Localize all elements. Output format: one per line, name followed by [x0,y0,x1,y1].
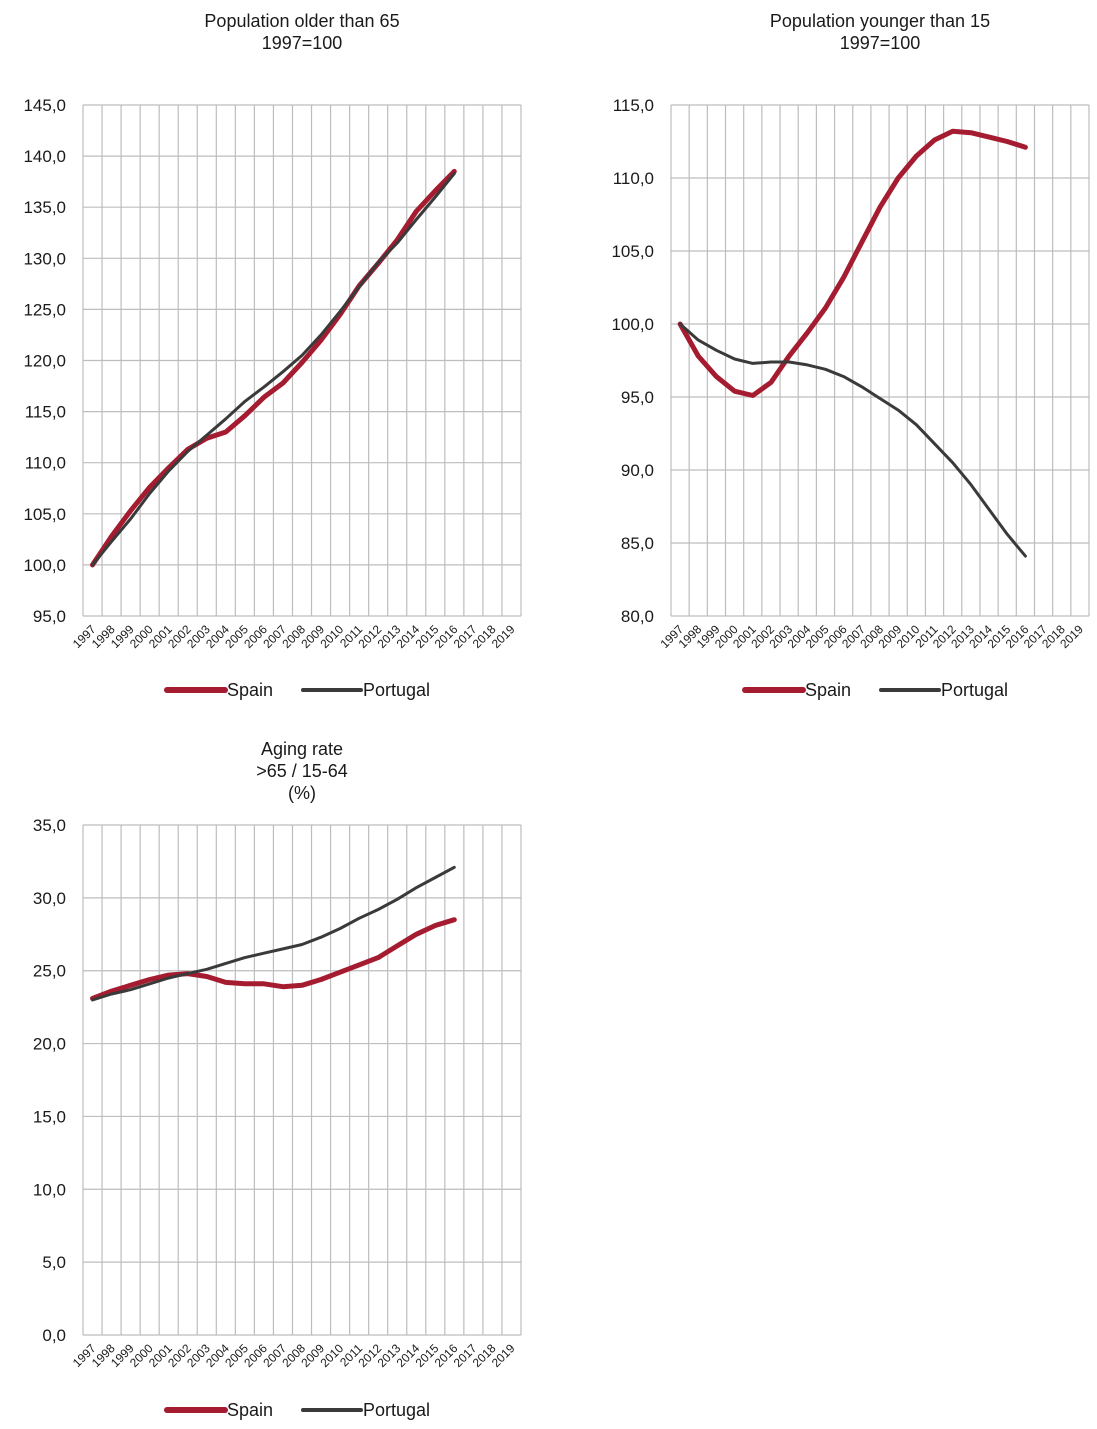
y-tick-label: 20,0 [33,1035,66,1054]
y-tick-label: 115,0 [613,96,654,115]
legend-label-portugal: Portugal [363,1400,430,1420]
y-tick-label: 140,0 [23,147,66,166]
x-tick-label: 2019 [489,622,518,651]
y-tick-label: 110,0 [25,454,66,473]
legend-label-portugal: Portugal [363,680,430,700]
legend-label-spain: Spain [227,1400,273,1420]
chart-title-line: >65 / 15-64 [256,761,348,781]
legend: Spain Portugal [164,680,430,700]
y-tick-label: 80,0 [621,607,654,626]
chart-title-line: 1997=100 [262,33,343,53]
x-tick-label: 2019 [489,1341,518,1370]
chart-title-line: Aging rate [261,739,343,759]
y-tick-label: 110,0 [613,169,654,188]
y-tick-label: 15,0 [33,1107,66,1126]
chart-title-line: Population older than 65 [204,11,399,31]
chart-title-line: 1997=100 [840,33,921,53]
series-line-spain [677,128,1028,398]
y-tick-label: 135,0 [23,198,66,217]
chart-title-line: Population younger than 15 [770,11,990,31]
y-tick-label: 120,0 [23,352,66,371]
legend-label-spain: Spain [805,680,851,700]
y-tick-label: 35,0 [33,816,66,835]
y-tick-label: 95,0 [621,388,654,407]
series-line-portugal [678,322,1027,558]
y-tick-label: 5,0 [42,1253,66,1272]
legend-label-portugal: Portugal [941,680,1008,700]
y-tick-label: 100,0 [23,556,66,575]
legend: Spain Portugal [164,1400,430,1420]
series-line-portugal [91,172,456,567]
series-line-spain [90,917,457,1001]
y-tick-label: 0,0 [42,1326,66,1345]
legend: Spain Portugal [742,680,1008,700]
y-tick-label: 90,0 [621,461,654,480]
y-tick-label: 130,0 [23,249,66,268]
series-line-portugal [91,865,456,1002]
y-tick-label: 30,0 [33,889,66,908]
y-tick-label: 85,0 [621,534,654,553]
series-line-spain [90,168,457,568]
y-tick-label: 95,0 [33,607,66,626]
y-tick-label: 125,0 [23,300,66,319]
aging-rate-chart: Aging rate>65 / 15-64(%) 0,0 5,0 10,0 15,0 20… [33,739,522,1420]
y-tick-label: 145,0 [23,96,66,115]
legend-label-spain: Spain [227,680,273,700]
y-tick-label: 25,0 [33,962,66,981]
y-tick-label: 105,0 [611,242,654,261]
y-tick-label: 105,0 [23,505,66,524]
y-tick-label: 100,0 [611,315,654,334]
chart-title-line: (%) [288,783,316,803]
y-tick-label: 10,0 [33,1180,66,1199]
y-tick-label: 115,0 [25,403,66,422]
